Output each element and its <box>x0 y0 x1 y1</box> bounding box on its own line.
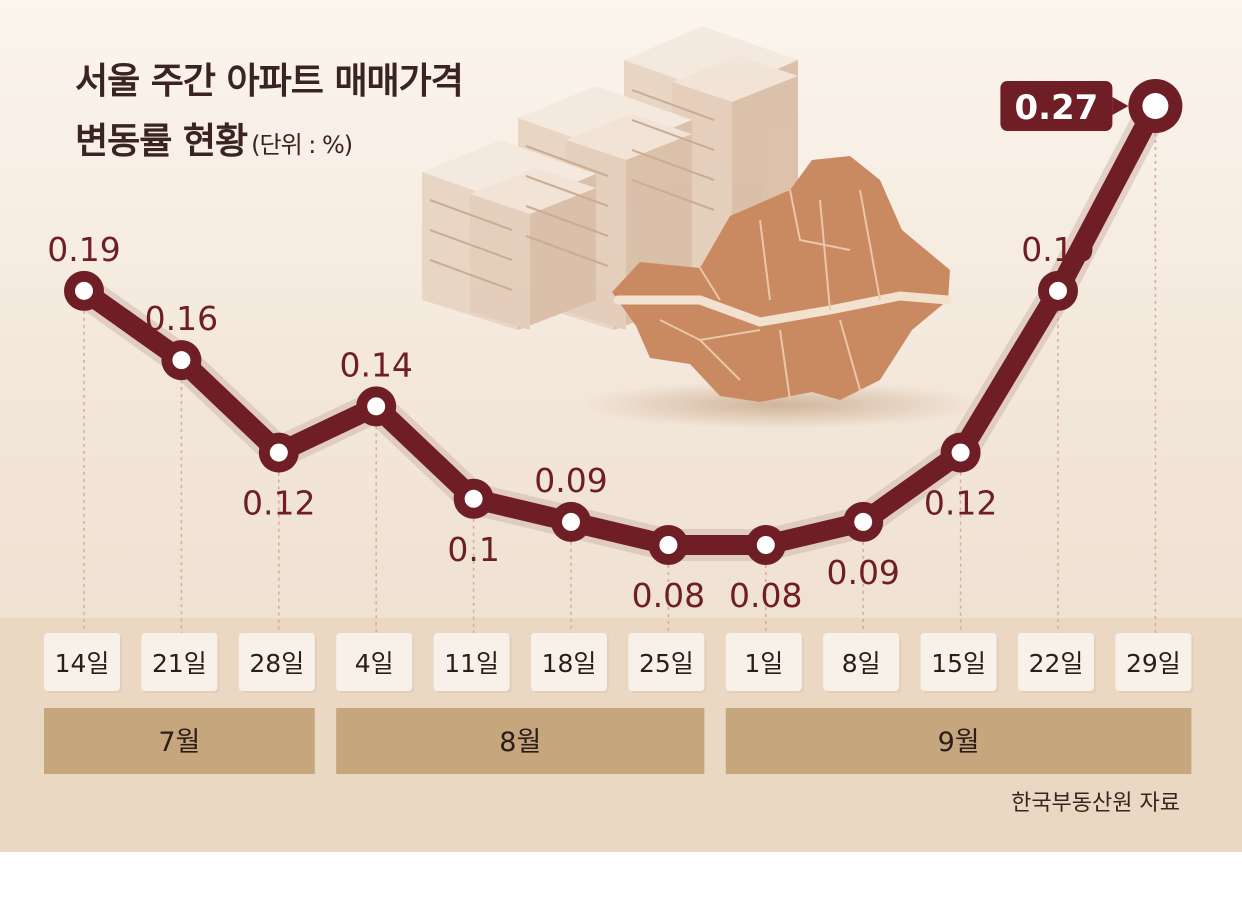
chart-title-text: 변동률 현황 <box>75 121 248 162</box>
x-tick: 25일 <box>628 633 707 693</box>
x-tick-label: 25일 <box>639 649 694 678</box>
month-bars: 7월 8월 9월 <box>44 708 1192 774</box>
chart-title-line2: 변동률 현황 (단위 : %) <box>75 112 353 164</box>
x-tick: 8일 <box>823 633 902 693</box>
value-labels: 0.19 0.16 0.12 0.14 0.1 0.09 0.08 0.08 0.09 0.12 0… <box>47 81 1129 615</box>
x-tick-label: 18일 <box>542 649 597 678</box>
x-tick: 18일 <box>531 633 609 693</box>
value-label: 0.16 <box>145 299 218 338</box>
data-point <box>356 386 397 427</box>
seoul-map-illustration <box>580 156 980 429</box>
data-point <box>258 432 299 473</box>
x-tick: 15일 <box>920 633 999 693</box>
series-line-path <box>74 96 1166 555</box>
value-label: 0.14 <box>339 345 412 384</box>
x-tick-label: 4일 <box>355 649 394 678</box>
x-tick-label: 29일 <box>1126 649 1181 678</box>
data-point <box>745 525 786 565</box>
x-tick-labels: 14일 21일 28일 4일 11일 18일 25일 1일 8일 15일 22일 29일 <box>44 633 1194 693</box>
value-label: 0.08 <box>729 576 802 615</box>
x-tick: 11일 <box>433 633 512 693</box>
x-tick-label: 15일 <box>931 649 986 678</box>
data-point <box>648 525 689 565</box>
data-point <box>940 432 981 473</box>
x-tick-label: 21일 <box>152 649 207 678</box>
x-tick: 29일 <box>1115 633 1194 693</box>
month-bar: 7월 <box>44 708 315 774</box>
highlight-value-badge: 0.27 <box>1000 81 1129 131</box>
data-point <box>843 501 884 542</box>
x-tick-label: 28일 <box>249 649 304 678</box>
month-label: 7월 <box>158 727 200 758</box>
x-tick-label: 22일 <box>1029 649 1084 678</box>
month-bar: 8월 <box>336 708 705 774</box>
data-point <box>1128 79 1183 133</box>
value-label: 0.08 <box>632 576 705 615</box>
x-tick-label: 8일 <box>842 649 881 678</box>
x-tick-label: 11일 <box>444 649 499 678</box>
source-note: 한국부동산원 자료 <box>1011 791 1180 816</box>
x-tick: 21일 <box>141 633 220 693</box>
value-label: 0.09 <box>826 553 899 592</box>
x-tick: 22일 <box>1018 633 1096 693</box>
chart-title-line1: 서울 주간 아파트 매매가격 <box>75 61 464 102</box>
data-point <box>551 501 591 542</box>
value-label: 0.09 <box>534 461 607 500</box>
month-label: 8월 <box>499 727 541 758</box>
x-tick: 28일 <box>238 633 317 693</box>
value-label: 0.1 <box>447 530 499 569</box>
unit-label: (단위 : %) <box>251 131 353 159</box>
series-line <box>68 90 1172 561</box>
month-bar: 9월 <box>725 708 1192 774</box>
infographic: 0.19 0.16 0.12 0.14 0.1 0.09 0.08 0.08 0.09 0.12 0… <box>0 0 1242 852</box>
x-tick: 4일 <box>336 633 415 693</box>
x-tick-label: 1일 <box>744 649 783 678</box>
value-label: 0.19 <box>47 230 120 269</box>
data-point <box>1038 270 1078 311</box>
data-point <box>161 340 202 381</box>
value-label: 0.12 <box>242 484 315 523</box>
value-label: 0.19 <box>1021 230 1094 269</box>
data-point <box>64 270 104 311</box>
guide-lines <box>83 126 1157 635</box>
value-label: 0.12 <box>924 484 997 523</box>
x-tick: 1일 <box>725 633 804 693</box>
value-label: 0.27 <box>1014 88 1098 128</box>
data-point <box>453 478 494 519</box>
month-label: 9월 <box>938 727 980 758</box>
x-tick: 14일 <box>44 633 122 693</box>
chart-canvas: 0.19 0.16 0.12 0.14 0.1 0.09 0.08 0.08 0.09 0.12 0… <box>0 26 1242 852</box>
x-tick-label: 14일 <box>55 649 110 678</box>
data-points <box>64 79 1183 565</box>
